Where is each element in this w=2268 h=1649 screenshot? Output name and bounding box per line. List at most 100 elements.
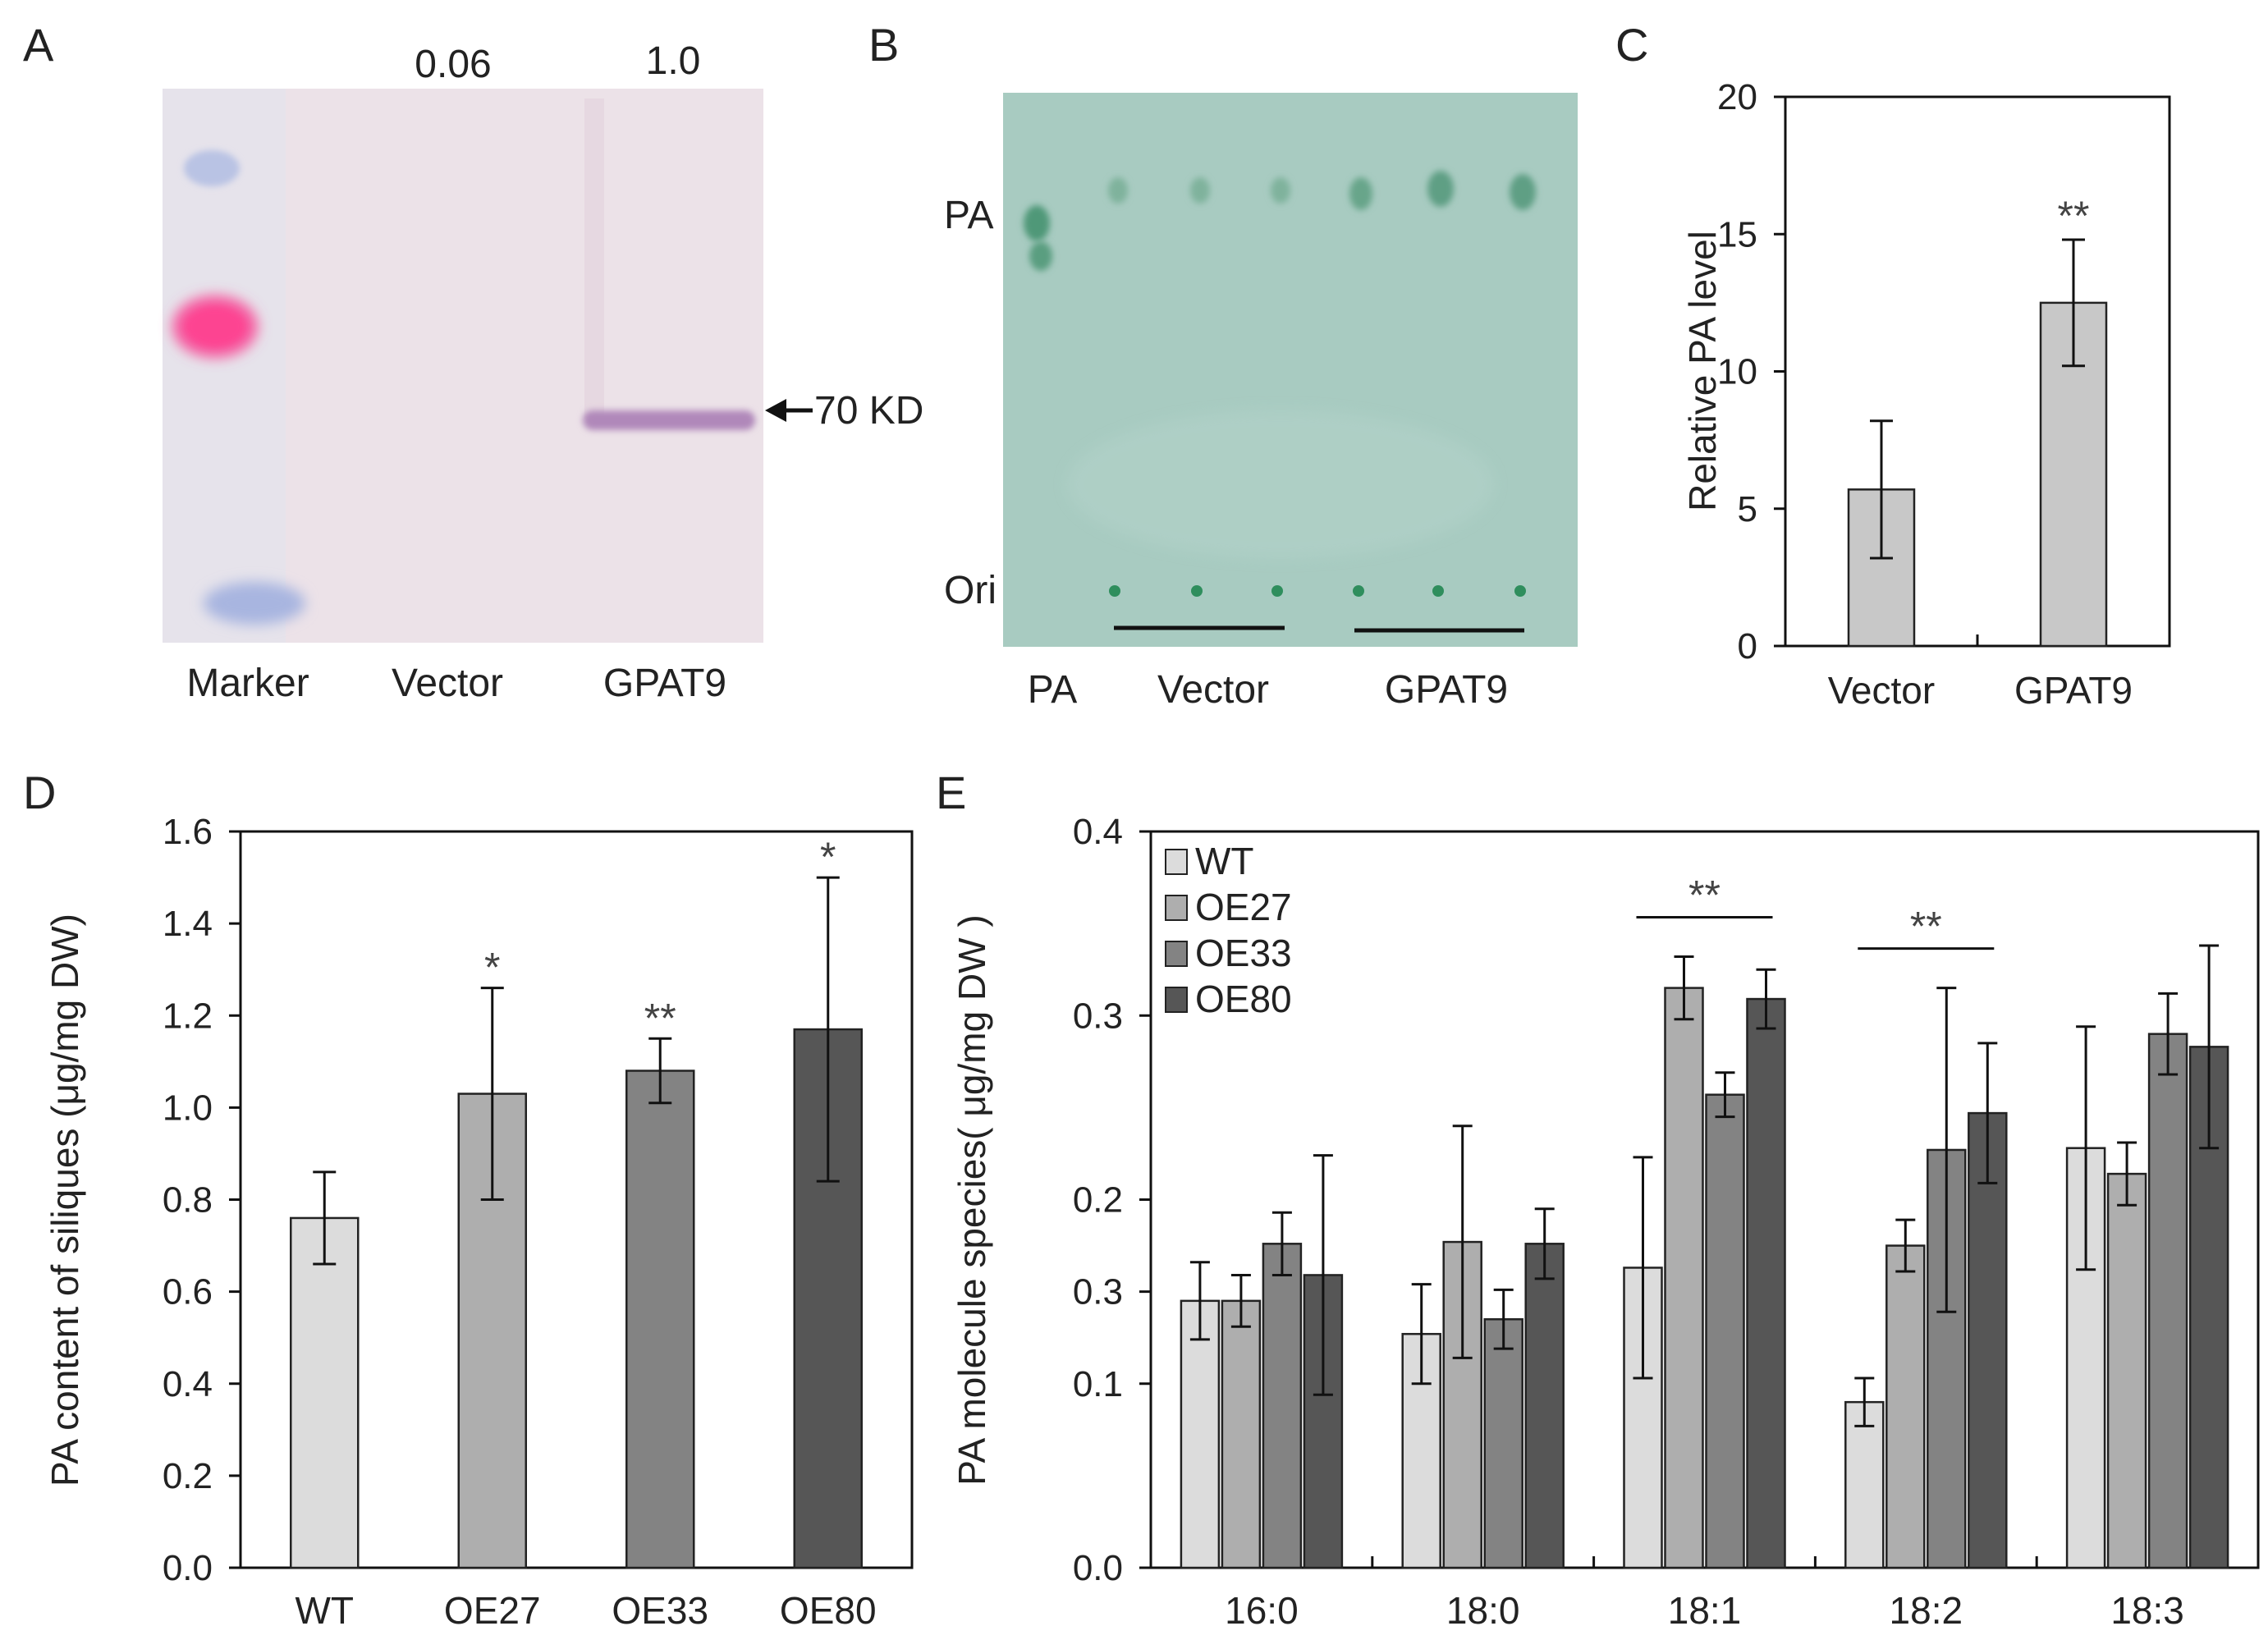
pa-standard-spot-1 xyxy=(1024,205,1050,241)
legend-label-oe33: OE33 xyxy=(1195,932,1292,974)
y-tick-label: 0.2 xyxy=(163,1456,213,1496)
pa-position-label: PA xyxy=(944,194,993,237)
origin-spot xyxy=(1109,585,1120,597)
bar-oe33-18-2 xyxy=(1927,1148,1967,1569)
lane-label-marker: Marker xyxy=(186,662,309,705)
y-tick-label: 1.6 xyxy=(163,812,213,852)
y-tick-label: 0 xyxy=(1738,626,1757,666)
legend-label-wt: WT xyxy=(1195,840,1254,882)
bar-wt-18-3 xyxy=(2065,1147,2106,1569)
panel-c: C 0 5 10 15 20 Relative PA level Vector GPAT9 ** xyxy=(1615,19,2171,712)
significance-marker: ** xyxy=(2058,193,2090,239)
y-tick-label: 0.1 xyxy=(1073,1364,1123,1404)
y-tick-label: 0.2 xyxy=(1073,1180,1123,1221)
lane-label-vector: Vector xyxy=(1157,668,1269,712)
pa-spot xyxy=(1190,177,1210,204)
y-axis-label: PA molecule species( μg/mg DW ) xyxy=(951,914,993,1485)
x-category-label: OE27 xyxy=(444,1589,541,1632)
bar-wt-16-0 xyxy=(1180,1299,1221,1569)
x-category-label: GPAT9 xyxy=(2014,669,2133,712)
bar-oe33-16-0 xyxy=(1262,1243,1303,1569)
pa-standard-spot-2 xyxy=(1029,241,1052,271)
y-tick-label: 5 xyxy=(1738,489,1757,529)
lane-label-gpat9: GPAT9 xyxy=(603,662,726,705)
pa-spot xyxy=(1510,174,1536,210)
panel-b: B PA Ori PA Vector GPAT9 xyxy=(868,19,1578,712)
x-category-label: 18:3 xyxy=(2110,1589,2184,1632)
x-category-label: 18:1 xyxy=(1668,1589,1742,1632)
significance-marker: * xyxy=(820,834,836,880)
y-tick-label: 0.3 xyxy=(1073,1272,1123,1312)
panel-e-label: E xyxy=(936,767,966,818)
bar-oe80-18-0 xyxy=(1524,1243,1565,1569)
chart-c: 0 5 10 15 20 Relative PA level Vector GPAT9 ** xyxy=(1681,77,2171,712)
legend-swatch-oe27 xyxy=(1165,895,1188,921)
bar-oe33-18-1 xyxy=(1705,1093,1745,1569)
origin-spot xyxy=(1432,585,1444,597)
bar-oe27-18-1 xyxy=(1664,987,1704,1569)
origin-spot xyxy=(1191,585,1203,597)
y-tick-label: 15 xyxy=(1717,214,1757,254)
y-tick-label: 0.0 xyxy=(163,1548,213,1588)
y-tick-label: 0.6 xyxy=(163,1272,213,1312)
legend-swatch-wt xyxy=(1165,849,1188,875)
pa-spot xyxy=(1349,177,1372,210)
origin-spot xyxy=(1514,585,1526,597)
x-category-label: OE33 xyxy=(612,1589,708,1632)
bar-oe33-18-3 xyxy=(2147,1033,2188,1569)
x-category-label: 16:0 xyxy=(1225,1589,1299,1632)
significance-marker: ** xyxy=(644,995,676,1041)
bar-oe33-18-0 xyxy=(1483,1318,1523,1569)
panel-a: A 70 KD 0.06 1.0 Marker Vector GPAT9 xyxy=(23,19,923,705)
x-category-label: WT xyxy=(295,1589,354,1632)
y-tick-label: 1.0 xyxy=(163,1088,213,1128)
y-tick-label: 0.0 xyxy=(1073,1548,1123,1588)
gpat9-protein-band xyxy=(583,410,755,430)
y-tick-label: 20 xyxy=(1717,77,1757,117)
panel-a-label: A xyxy=(23,19,54,71)
gpat9-lane-smear xyxy=(584,98,604,419)
bar-oe80-18-1 xyxy=(1746,997,1786,1569)
x-category-label: 18:2 xyxy=(1890,1589,1963,1632)
chart-d: 0.0 0.2 0.4 0.6 0.8 1.0 1.2 1.4 1.6 PA content of… xyxy=(44,812,914,1632)
origin-spot xyxy=(1353,585,1364,597)
bar-oe27-16-0 xyxy=(1221,1299,1262,1569)
y-axis-label: Relative PA level xyxy=(1681,231,1724,511)
chart-c-frame xyxy=(1784,95,2171,648)
significance-marker: ** xyxy=(1910,904,1942,950)
y-tick-label: 0.3 xyxy=(1073,996,1123,1036)
lane-label-vector: Vector xyxy=(392,662,503,705)
y-tick-label: 10 xyxy=(1717,352,1757,392)
y-tick-label: 0.8 xyxy=(163,1180,213,1221)
marker-band-pink-core xyxy=(186,307,245,346)
marker-band-upper xyxy=(184,150,240,186)
x-category-label: Vector xyxy=(1828,669,1935,712)
lane-label-gpat9: GPAT9 xyxy=(1385,668,1508,712)
y-tick-label: 0.4 xyxy=(163,1364,213,1404)
pa-spot xyxy=(1108,177,1128,204)
panel-b-label: B xyxy=(868,19,899,71)
band-arrow-head xyxy=(765,399,786,422)
panel-d: D 0.0 0.2 0.4 0.6 0.8 1.0 1.2 1.4 1.6 PA content … xyxy=(23,767,914,1632)
x-category-label: OE80 xyxy=(780,1589,877,1632)
legend-swatch-oe80 xyxy=(1165,987,1188,1013)
chart-e: 0.0 0.1 0.3 0.2 0.3 0.4 PA molecule species( μ… xyxy=(951,812,2260,1632)
tlc-plate-shading xyxy=(1067,410,1494,558)
legend-label-oe27: OE27 xyxy=(1195,886,1292,928)
panel-d-label: D xyxy=(23,767,56,818)
bar-oe27-18-2 xyxy=(1885,1244,1926,1569)
band-size-label: 70 KD xyxy=(814,389,923,433)
bar-wt xyxy=(290,1216,360,1569)
gpat9-quantification: 1.0 xyxy=(646,39,701,83)
significance-marker: * xyxy=(484,945,500,991)
tlc-plate xyxy=(1003,93,1578,647)
lane-label-pa: PA xyxy=(1028,668,1077,712)
panel-e: E 0.0 0.1 0.3 0.2 0.3 0.4 PA molecule species(… xyxy=(936,767,2260,1632)
bar-oe33 xyxy=(625,1070,695,1569)
significance-marker: ** xyxy=(1688,872,1720,918)
y-axis-label: PA content of siliques (μg/mg DW) xyxy=(44,914,86,1486)
y-tick-label: 0.4 xyxy=(1073,812,1123,852)
x-category-label: 18:0 xyxy=(1446,1589,1520,1632)
pa-spot xyxy=(1271,177,1290,204)
